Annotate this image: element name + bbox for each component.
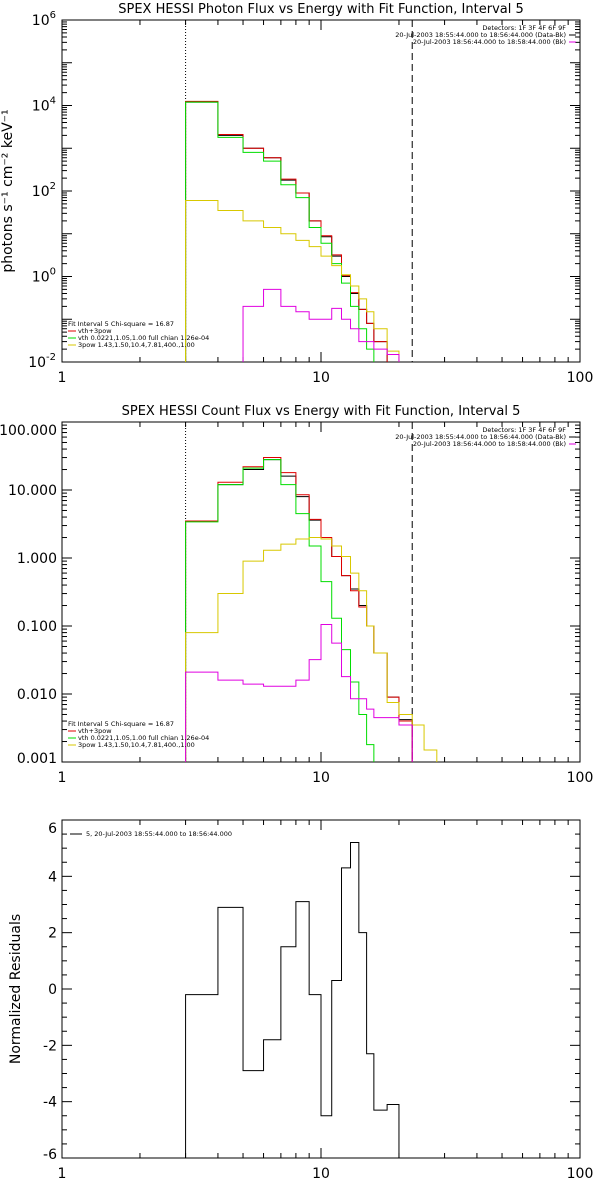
series-yellow-histogram	[185, 199, 425, 362]
y-tick-label: 4	[48, 869, 57, 885]
legend-bottom-entry: 3pow 1.43,1.50,10.4,7.81,400.,1.00	[78, 341, 195, 349]
legend-entry: 5, 20-Jul-2003 18:55:44.000 to 18:56:44.…	[86, 830, 232, 838]
y-tick-label: 1.000	[17, 551, 57, 567]
series-black-histogram	[185, 842, 413, 1158]
x-tick-label: 1	[58, 1166, 67, 1182]
y-tick-base: 10	[32, 270, 50, 286]
y-tick-label: 106	[32, 10, 56, 29]
x-tick-label: 10	[312, 370, 330, 386]
series-magenta-histogram	[242, 288, 413, 362]
legend-top-entry: 20-Jul-2003 18:55:44.000 to 18:56:44.000…	[395, 31, 566, 39]
x-tick-label: 1	[58, 770, 67, 786]
y-tick-exponent: 2	[50, 181, 56, 192]
y-tick-base: 10	[28, 355, 46, 371]
y-tick-label: 0.100	[17, 619, 57, 635]
series-green-histogram	[185, 101, 388, 362]
series-group	[185, 842, 413, 1158]
legend-top-entry: 20-Jul-2003 18:56:44.000 to 18:58:44.000…	[413, 440, 566, 448]
y-tick-base: 10	[32, 99, 50, 115]
y-tick-label: 100	[32, 267, 56, 286]
y-tick-exponent: 6	[50, 10, 56, 21]
y-tick-label: 10.000	[8, 483, 57, 499]
x-tick-label: 100	[567, 770, 594, 786]
y-tick-label: 2	[48, 926, 57, 942]
x-tick-label: 10	[312, 1166, 330, 1182]
legend-top-entry: 20-Jul-2003 18:56:44.000 to 18:58:44.000…	[413, 38, 566, 46]
legend-top-entry: Detectors: 1F 3F 4F 6F 9F	[482, 426, 566, 434]
legend-bottom-entry: 3pow 1.43,1.50,10.4,7.81,400.,1.00	[78, 741, 195, 749]
series-red-histogram	[185, 100, 400, 362]
y-tick-label: 6	[48, 821, 57, 837]
y-tick-label: -4	[43, 1095, 57, 1111]
y-tick-base: 10	[32, 13, 50, 29]
legend-top-entry: 20-Jul-2003 18:55:44.000 to 18:56:44.000…	[395, 433, 566, 441]
x-tick-label: 100	[567, 1166, 594, 1182]
y-tick-exponent: 4	[50, 96, 56, 107]
legend-top-entry: Detectors: 1F 3F 4F 6F 9F	[482, 24, 566, 32]
panel-1: SPEX HESSI Photon Flux vs Energy with Fi…	[0, 2, 594, 386]
series-black-histogram	[185, 459, 413, 762]
y-tick-label: 0	[48, 982, 57, 998]
y-tick-label: -2	[43, 1038, 57, 1054]
y-tick-label: 0.001	[17, 751, 57, 767]
y-tick-base: 10	[32, 184, 50, 200]
panel-2: SPEX HESSI Count Flux vs Energy with Fit…	[0, 404, 593, 786]
y-tick-label: 10-2	[28, 352, 56, 371]
legend-bottom-entry: Fit Interval 5 Chi-square = 16.87	[68, 320, 174, 328]
chart-title: SPEX HESSI Photon Flux vs Energy with Fi…	[118, 2, 524, 17]
series-red-histogram	[185, 457, 413, 762]
plot-frame	[61, 19, 581, 363]
plot-frame	[61, 421, 581, 763]
legend-bottom-entry: vth 0.0221,1.05,1.00 full chian 1.26e-04	[78, 734, 209, 742]
y-tick-exponent: 0	[50, 267, 56, 278]
legend-bottom-entry: Fit Interval 5 Chi-square = 16.87	[68, 720, 174, 728]
series-group	[185, 457, 438, 762]
legend-bottom-entry: vth+3pow	[78, 727, 112, 735]
y-tick-exponent: -2	[46, 352, 56, 363]
y-axis-label: photons s⁻¹ cm⁻² keV⁻¹	[0, 109, 16, 272]
x-tick-label: 1	[58, 370, 67, 386]
panel-3: 1 10 100 -6 -4 -2 0 2 4 6 Normalized Residuals 5, 2…	[8, 819, 594, 1182]
y-tick-label: 104	[32, 96, 56, 115]
series-group	[185, 100, 425, 362]
y-tick-label: 0.010	[17, 687, 57, 703]
y-tick-label: 102	[32, 181, 56, 200]
y-tick-label: -6	[43, 1147, 57, 1163]
x-tick-label: 10	[312, 770, 330, 786]
y-tick-label: 100.000	[0, 423, 57, 439]
y-axis-label: Normalized Residuals	[8, 914, 24, 1064]
series-magenta-histogram	[185, 624, 413, 762]
chart-title: SPEX HESSI Count Flux vs Energy with Fit…	[122, 404, 521, 419]
series-green-histogram	[185, 459, 375, 762]
legend-bottom-entry: vth+3pow	[78, 327, 112, 335]
legend-bottom-entry: vth 0.0221,1.05,1.00 full chian 1.26e-04	[78, 334, 209, 342]
x-tick-label: 100	[567, 370, 594, 386]
series-yellow-histogram	[185, 537, 438, 762]
